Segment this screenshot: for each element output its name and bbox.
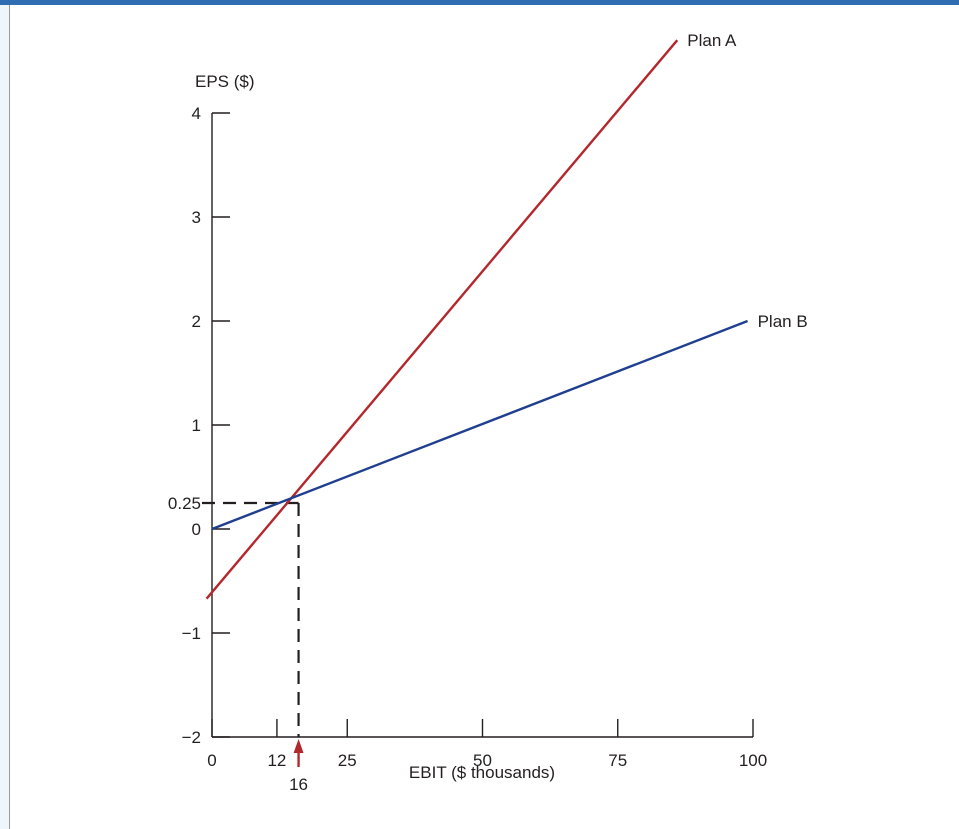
- x-tick-label: 75: [608, 751, 627, 770]
- x-tick-label: 12: [267, 751, 286, 770]
- series-line-plan-b: [211, 319, 749, 531]
- y-axis-title: EPS ($): [195, 72, 255, 91]
- x-tick-label: 100: [739, 751, 767, 770]
- series-lines: [205, 39, 749, 600]
- break-even-arrow-head: [293, 739, 304, 753]
- y-tick-label: −2: [182, 728, 201, 747]
- plot-panel: [9, 5, 959, 829]
- series-label-plan-b: Plan B: [758, 312, 808, 331]
- y-tick-label: 3: [192, 208, 201, 227]
- axes: [211, 112, 754, 738]
- break-even-guides: [202, 501, 300, 737]
- y-tick-label: 1: [192, 416, 201, 435]
- x-tick-label: 25: [338, 751, 357, 770]
- y-tick-label: 0: [192, 520, 201, 539]
- series-line-plan-a: [205, 39, 679, 600]
- x-axis-title: EBIT ($ thousands): [409, 763, 555, 782]
- break-even-eps-label: 0.25: [168, 494, 201, 513]
- x-tick-label: 0: [207, 751, 216, 770]
- y-tick-label: −1: [182, 624, 201, 643]
- series-label-plan-a: Plan A: [687, 31, 737, 50]
- figure-header-bar: [0, 0, 959, 5]
- y-tick-label: 4: [192, 104, 201, 123]
- x-tick-label: 50: [473, 751, 492, 770]
- break-even-ebit-label: 16: [289, 775, 308, 794]
- y-tick-label: 2: [192, 312, 201, 331]
